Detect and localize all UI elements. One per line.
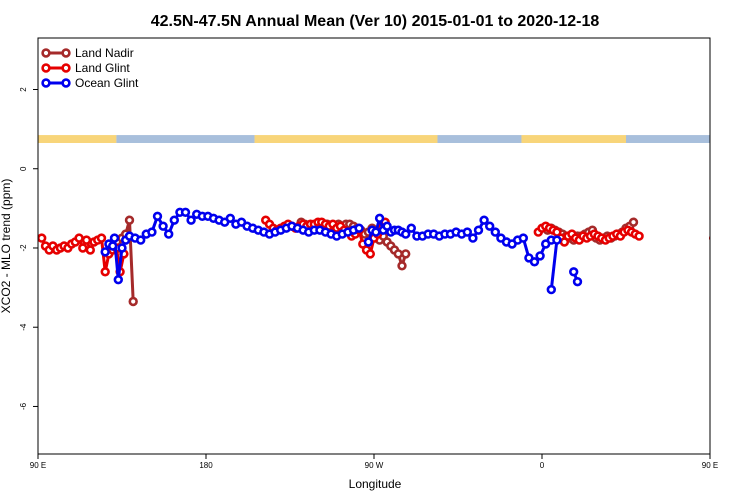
land-ocean-band xyxy=(38,135,710,143)
series-ocean-glint xyxy=(100,207,583,295)
data-point xyxy=(737,245,744,252)
x-axis: 90 E 180 90 W 0 90 E xyxy=(30,454,718,470)
data-point xyxy=(535,251,545,261)
series-layer xyxy=(38,207,750,307)
legend-marker xyxy=(41,78,51,88)
data-point xyxy=(468,233,478,243)
data-point xyxy=(401,249,411,259)
data-point xyxy=(186,215,196,225)
data-point xyxy=(109,233,120,243)
data-point xyxy=(152,211,163,222)
data-point xyxy=(401,229,411,239)
legend-marker xyxy=(61,78,71,88)
legend-label: Land Glint xyxy=(75,61,130,75)
series-line xyxy=(549,239,559,290)
data-point xyxy=(490,227,500,237)
data-point xyxy=(529,257,540,267)
y-tick-label: -2 xyxy=(19,244,28,252)
data-point xyxy=(354,223,364,233)
plot-frame xyxy=(37,37,711,455)
data-point xyxy=(740,241,747,248)
x-tick-label: 0 xyxy=(540,461,545,470)
x-tick-label: 90 W xyxy=(365,461,384,470)
data-point xyxy=(568,267,579,277)
data-point xyxy=(628,217,639,227)
data-point xyxy=(100,247,110,257)
y-tick-label: -6 xyxy=(19,402,28,410)
data-point xyxy=(225,213,236,224)
data-point xyxy=(96,233,107,243)
data-point xyxy=(81,235,92,245)
legend-marker xyxy=(61,63,71,73)
data-point xyxy=(546,284,556,295)
data-point xyxy=(100,267,110,277)
data-point xyxy=(479,215,489,225)
legend-marker xyxy=(61,48,71,58)
data-point xyxy=(117,243,127,253)
data-point xyxy=(485,221,495,231)
data-point xyxy=(397,261,407,271)
data-point xyxy=(128,296,138,307)
data-point xyxy=(113,275,124,285)
legend-marker xyxy=(41,63,51,73)
x-axis-label: Longitude xyxy=(349,477,402,491)
y-tick-label: 0 xyxy=(19,166,28,171)
data-point xyxy=(78,243,88,253)
y-tick-label: 2 xyxy=(19,87,28,92)
data-point xyxy=(374,213,385,224)
band-segment-land xyxy=(254,135,438,143)
data-point xyxy=(709,235,710,241)
legend-marker xyxy=(41,48,51,58)
data-point xyxy=(729,245,736,252)
data-point xyxy=(124,215,135,225)
data-point xyxy=(733,243,740,250)
data-point xyxy=(158,221,168,231)
chart-title: 42.5N-47.5N Annual Mean (Ver 10) 2015-01… xyxy=(151,13,600,30)
data-point xyxy=(74,233,84,243)
band-segment-land xyxy=(521,135,626,143)
band-segment-land xyxy=(38,135,117,143)
data-point xyxy=(714,243,721,250)
data-point xyxy=(718,247,725,254)
band-segment-ocean xyxy=(626,135,710,143)
x-tick-label: 90 E xyxy=(702,461,718,470)
data-point xyxy=(722,243,729,250)
data-point xyxy=(518,233,528,243)
band-segment-ocean xyxy=(437,135,522,143)
data-point xyxy=(365,249,375,259)
data-point xyxy=(393,249,403,259)
data-point xyxy=(634,231,644,241)
data-point xyxy=(725,247,732,254)
data-point xyxy=(38,233,47,243)
y-axis: 2 0 -2 -4 -6 xyxy=(19,87,38,410)
data-point xyxy=(371,227,381,237)
data-point xyxy=(363,237,374,247)
data-point xyxy=(147,227,157,237)
y-tick-label: -4 xyxy=(19,323,28,331)
data-point xyxy=(473,225,484,235)
data-point xyxy=(406,223,416,233)
legend-label: Ocean Glint xyxy=(75,76,139,90)
data-point xyxy=(180,207,191,218)
data-point xyxy=(85,245,96,255)
data-point xyxy=(169,215,180,225)
data-point xyxy=(136,235,146,245)
series-line xyxy=(714,238,750,272)
data-point xyxy=(744,239,750,246)
x-tick-label: 90 E xyxy=(30,461,46,470)
band-segment-ocean xyxy=(116,135,255,143)
data-point xyxy=(107,241,118,251)
data-point xyxy=(164,229,174,239)
data-point xyxy=(572,277,583,287)
y-axis-label: XCO2 - MLO trend (ppm) xyxy=(0,179,13,314)
data-point xyxy=(462,227,472,237)
data-point xyxy=(552,235,562,245)
legend-label: Land Nadir xyxy=(75,46,134,60)
x-tick-label: 180 xyxy=(199,461,213,470)
